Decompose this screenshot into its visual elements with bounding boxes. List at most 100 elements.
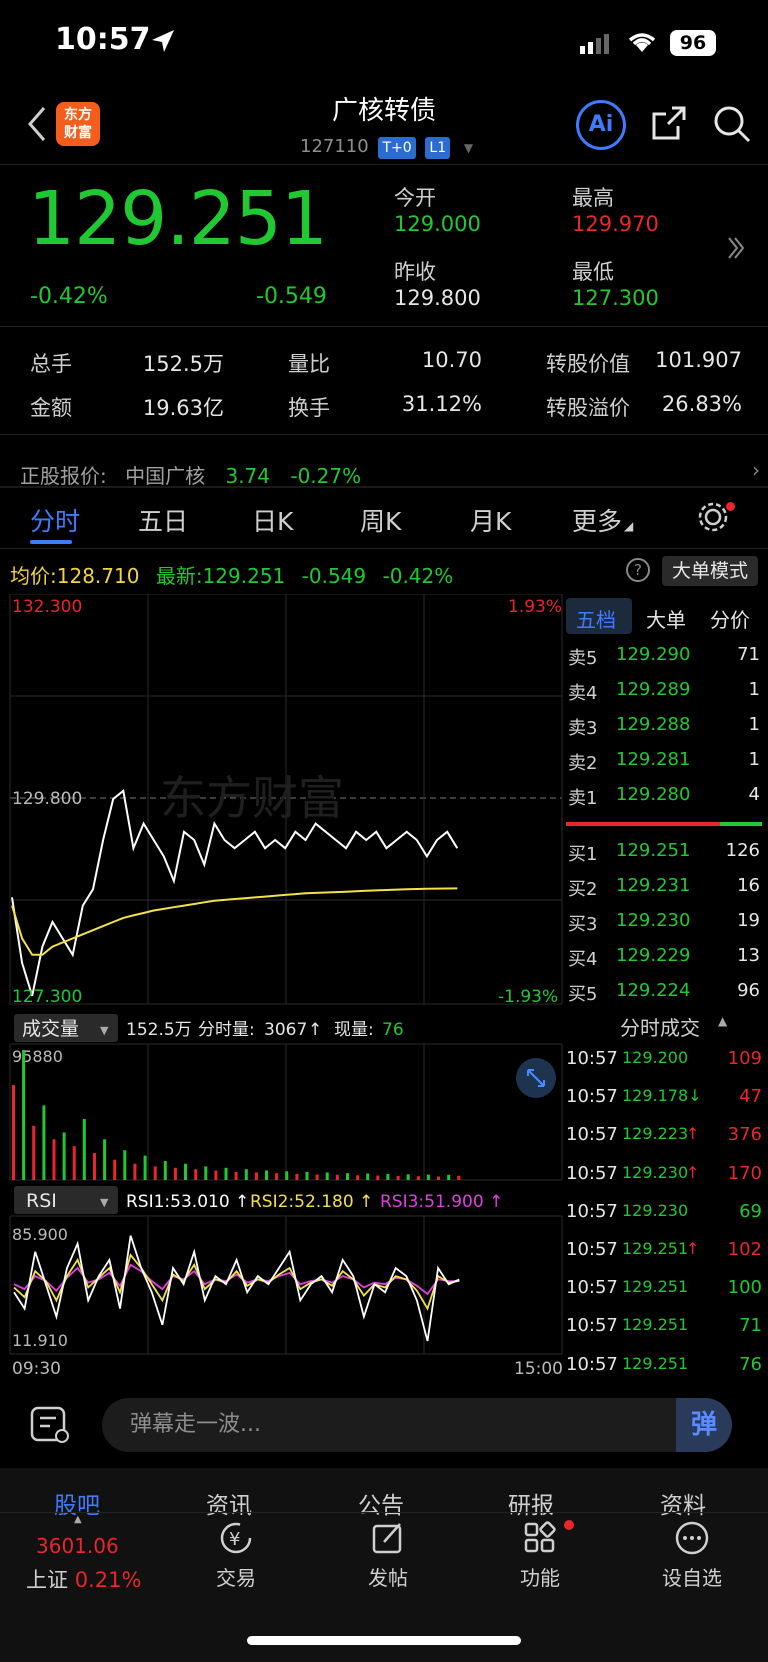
level-label: 买4 bbox=[568, 949, 598, 970]
ask-level-row[interactable]: 卖4 129.289 1 bbox=[566, 673, 762, 708]
rsi-indicator-selector[interactable] bbox=[14, 1186, 118, 1214]
danmu-settings-icon[interactable] bbox=[26, 1404, 76, 1448]
bid-level-row[interactable]: 买3 129.230 19 bbox=[566, 904, 762, 939]
nav-functions-label: 功能 bbox=[520, 1566, 560, 1590]
ask-pressure-bar bbox=[566, 822, 720, 826]
underlying-stock-row[interactable]: 正股报价: 中国广核 3.74 -0.27% › bbox=[20, 458, 760, 489]
trade-time: 10:57 bbox=[566, 1086, 618, 1108]
percent-change: -0.42% bbox=[30, 284, 108, 309]
dropdown-caret-icon: ▼ bbox=[463, 141, 474, 155]
home-indicator bbox=[247, 1636, 521, 1645]
subtab-forum[interactable]: 股吧 bbox=[54, 1493, 100, 1519]
trade-qty: 376 bbox=[727, 1124, 762, 1146]
trade-row: 10:57 129.251 100 bbox=[566, 1269, 762, 1307]
ask-level-row[interactable]: 卖2 129.281 1 bbox=[566, 743, 762, 778]
level-label: 买5 bbox=[568, 984, 598, 1005]
level-qty: 13 bbox=[737, 945, 760, 966]
volume-bar bbox=[12, 1085, 15, 1180]
trade-time: 10:57 bbox=[566, 1353, 618, 1375]
danmu-input[interactable]: 弹幕走一波... bbox=[102, 1398, 708, 1452]
ask-level-row[interactable]: 卖5 129.290 71 bbox=[566, 638, 762, 673]
subtab-profile[interactable]: 资料 bbox=[660, 1493, 706, 1519]
signal-icon bbox=[580, 34, 609, 54]
chart-watermark: 东方财富 bbox=[160, 771, 344, 825]
rsi-min-label: 11.910 bbox=[12, 1331, 68, 1350]
rsi-max-label: 85.900 bbox=[12, 1225, 68, 1244]
bid-level-row[interactable]: 买4 129.229 13 bbox=[566, 939, 762, 974]
tab-price-levels[interactable]: 分价 bbox=[710, 608, 750, 632]
trades-title[interactable]: 分时成交 bbox=[620, 1016, 700, 1040]
trade-price: 129.178↓ bbox=[622, 1086, 702, 1106]
tab-daily-k[interactable]: 日K bbox=[252, 507, 294, 536]
tab-more[interactable]: 更多 ◢ bbox=[572, 507, 634, 536]
tab-weekly-k[interactable]: 周K bbox=[360, 507, 402, 536]
volume-bar bbox=[93, 1152, 96, 1180]
trade-time: 10:57 bbox=[566, 1315, 618, 1337]
expand-arrows-icon bbox=[527, 1069, 545, 1087]
minute-volume-label: 分时量: bbox=[198, 1020, 255, 1040]
bid-level-row[interactable]: 买5 129.224 96 bbox=[566, 974, 762, 1009]
ask-level-row[interactable]: 卖1 129.280 4 bbox=[566, 778, 762, 813]
tab-five-day[interactable]: 五日 bbox=[138, 507, 189, 536]
x-start-label: 09:30 bbox=[12, 1359, 61, 1379]
volume-bar bbox=[396, 1175, 400, 1180]
security-code-row[interactable]: 127110 T+0 L1 ▼ bbox=[300, 136, 473, 159]
y-min-label: 127.300 bbox=[12, 987, 82, 1007]
tab-monthly-k[interactable]: 月K bbox=[470, 507, 512, 536]
trade-row: 10:57 129.251 76 bbox=[566, 1346, 762, 1384]
index-change: 0.21% bbox=[74, 1568, 142, 1592]
bid-level-row[interactable]: 买1 129.251 126 bbox=[566, 834, 762, 869]
gear-icon[interactable] bbox=[696, 500, 730, 534]
nav-watchlist[interactable]: 设自选 bbox=[642, 1520, 742, 1591]
rsi2-line bbox=[13, 1253, 460, 1311]
share-icon[interactable] bbox=[650, 104, 688, 142]
volume-bar bbox=[32, 1125, 36, 1180]
danmu-send-button[interactable]: 弹 bbox=[676, 1398, 732, 1452]
volume-max-label: 95880 bbox=[12, 1047, 63, 1066]
trade-time: 10:57 bbox=[566, 1048, 618, 1069]
volume-bar bbox=[376, 1175, 380, 1180]
rsi1-line bbox=[13, 1235, 460, 1342]
price-line bbox=[11, 788, 459, 997]
tab-intraday[interactable]: 分时 bbox=[30, 507, 81, 536]
subtab-news[interactable]: 资讯 bbox=[206, 1493, 252, 1519]
nav-functions[interactable]: 功能 bbox=[490, 1520, 590, 1591]
chart-grid bbox=[9, 594, 563, 1355]
tab-five-levels[interactable]: 五档 bbox=[576, 608, 616, 632]
current-volume-label: 现量: bbox=[334, 1020, 374, 1040]
back-chevron-icon[interactable] bbox=[24, 104, 48, 144]
nav-trade[interactable]: ¥ 交易 bbox=[186, 1520, 286, 1591]
volume-bar bbox=[113, 1159, 117, 1180]
volume-bar bbox=[416, 1176, 420, 1180]
notification-dot bbox=[726, 502, 735, 511]
volume-bar bbox=[52, 1139, 56, 1180]
absolute-change: -0.549 bbox=[256, 284, 327, 309]
ask-level-row[interactable]: 卖3 129.288 1 bbox=[566, 708, 762, 743]
chart-canvas[interactable]: 东方财富 132.300 129.800 127.300 1.93% -1.93… bbox=[0, 594, 564, 1384]
chevron-right-icon: › bbox=[752, 458, 760, 482]
svg-text:¥: ¥ bbox=[229, 1529, 240, 1550]
nav-post[interactable]: 发帖 bbox=[338, 1520, 438, 1591]
trade-row: 10:57 129.200 109 bbox=[566, 1040, 762, 1078]
subtab-announcements[interactable]: 公告 bbox=[358, 1493, 404, 1519]
volume-indicator-label: 成交量 bbox=[22, 1018, 79, 1040]
subtab-research[interactable]: 研报 bbox=[508, 1493, 554, 1519]
volume-indicator-selector[interactable] bbox=[14, 1014, 118, 1042]
big-order-mode-button[interactable]: 大单模式 bbox=[662, 556, 758, 586]
expand-chevron-icon[interactable] bbox=[726, 234, 746, 262]
tab-big-orders[interactable]: 大单 bbox=[646, 608, 686, 632]
intraday-line-layer bbox=[11, 788, 459, 997]
latest-price-label: 最新: bbox=[155, 564, 203, 588]
volume-label: 总手 bbox=[30, 352, 72, 376]
index-ticker[interactable]: 3601.06 上证 0.21% bbox=[26, 1534, 156, 1594]
y-max-label: 132.300 bbox=[12, 597, 82, 617]
volume-bar bbox=[82, 1119, 86, 1180]
help-icon[interactable]: ? bbox=[626, 558, 650, 582]
bid-level-row[interactable]: 买2 129.231 16 bbox=[566, 869, 762, 904]
search-icon[interactable] bbox=[712, 104, 752, 144]
t0-tag: T+0 bbox=[378, 137, 416, 159]
volume-total: 152.5万 bbox=[126, 1020, 192, 1040]
ai-button[interactable]: Ai bbox=[576, 100, 626, 150]
level-qty: 71 bbox=[737, 644, 760, 665]
pct-max-label: 1.93% bbox=[508, 597, 562, 617]
